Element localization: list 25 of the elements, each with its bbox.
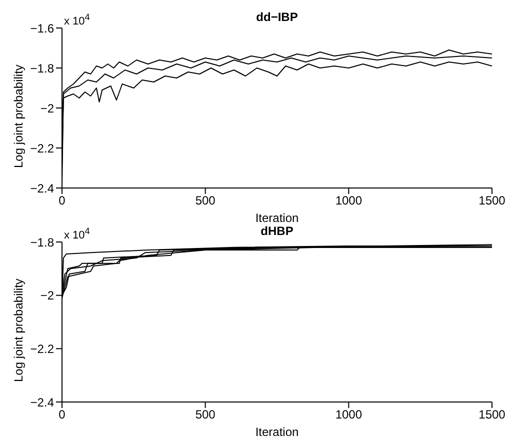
y-axis-title: Log joint probability (11, 278, 26, 382)
x-axis-title: Iteration (255, 425, 299, 439)
y-tick-label: −2.4 (30, 181, 54, 196)
y-tick-label: −2.4 (30, 395, 54, 410)
text: x 10$^{4}$ (64, 226, 90, 242)
chart-title: dd−IBP (256, 10, 298, 24)
x-tick-label: 0 (58, 408, 66, 422)
x-tick-label: 1000 (335, 194, 362, 208)
text: x 10$^{4}$ (64, 12, 90, 28)
y-tick-label: −2 (40, 101, 54, 116)
y-tick-label: −1.8 (30, 61, 54, 76)
x-axis-title: Iteration (255, 211, 299, 225)
y-tick-label: −2.2 (30, 342, 54, 356)
x-tick-label: 500 (195, 194, 216, 208)
x-tick-label: 0 (58, 194, 66, 208)
x-tick-label: 1500 (478, 408, 506, 422)
y-tick-label: −1.8 (30, 235, 54, 250)
chart-title: dHBP (260, 224, 294, 238)
y-axis-title: Log joint probability (11, 64, 26, 168)
y-tick-label: −2 (40, 288, 54, 303)
x-tick-label: 1000 (335, 408, 362, 422)
y-tick-label: −1.6 (30, 21, 54, 36)
x-tick-label: 500 (195, 408, 216, 422)
y-tick-label: −2.2 (30, 141, 54, 156)
x-tick-label: 1500 (478, 194, 506, 208)
